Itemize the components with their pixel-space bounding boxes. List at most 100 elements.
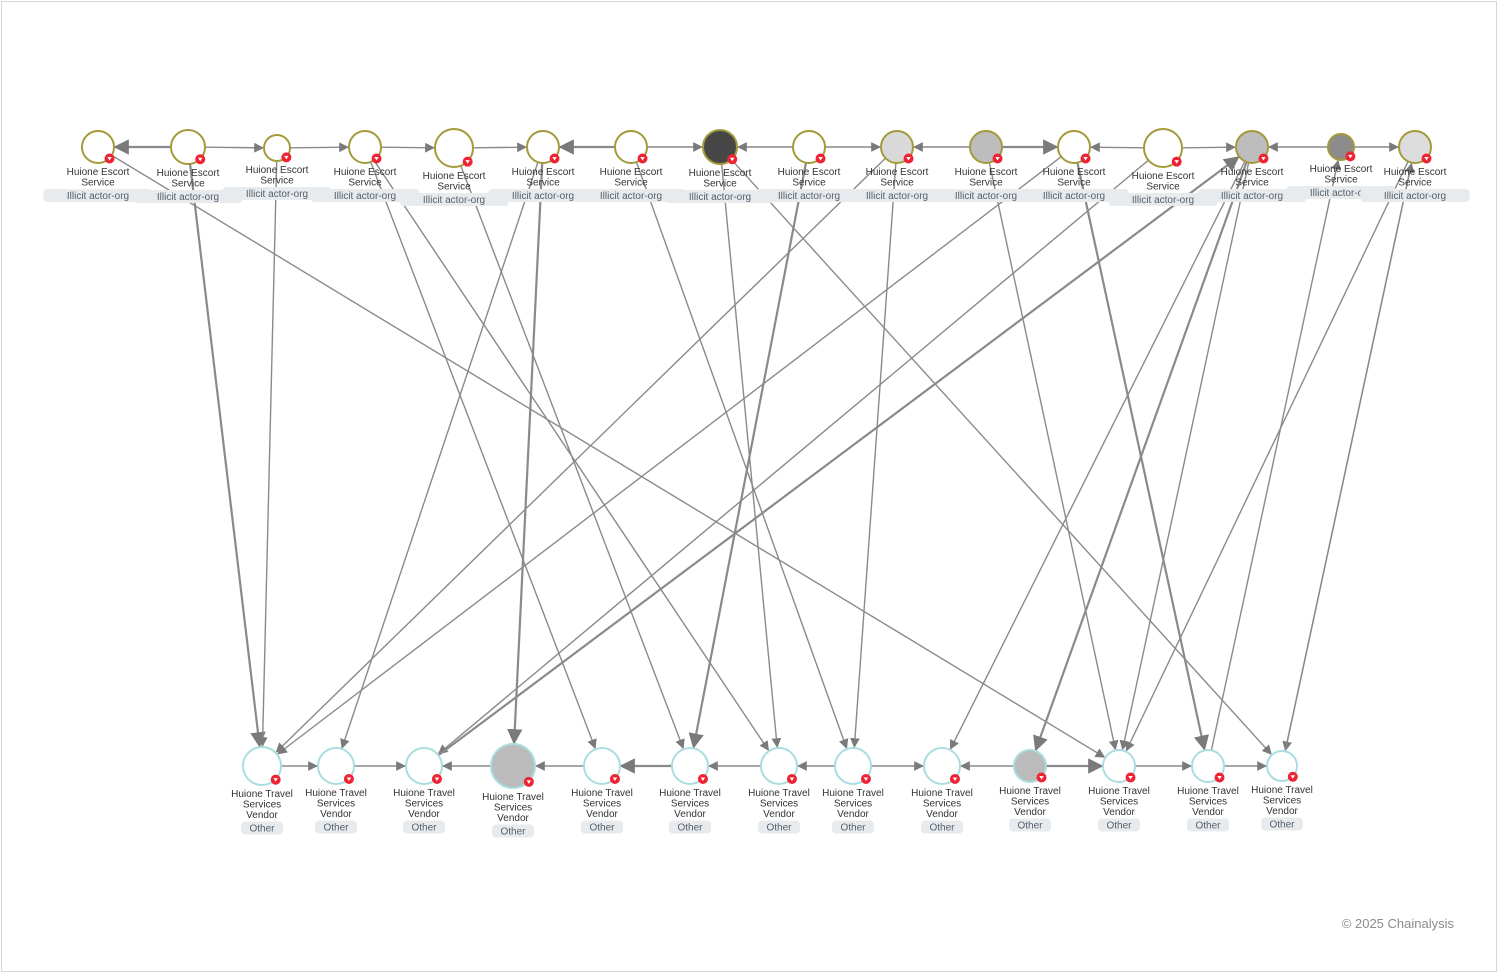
edge-e6-to-v2[interactable]	[340, 161, 539, 749]
escort-name-line: Service	[348, 178, 382, 189]
escort-name-line: Huione Escort	[1384, 167, 1447, 178]
edge-e11-to-v11[interactable]	[988, 162, 1119, 751]
risk-glyph-icon	[700, 777, 706, 781]
category-badge-label: Illicit actor-org	[689, 192, 751, 203]
edge-v12-to-e15[interactable]	[1210, 159, 1341, 751]
edge-e5-to-v6[interactable]	[460, 165, 685, 750]
vendor-node-circle[interactable]	[671, 747, 709, 785]
edge-e2-to-e3[interactable]	[204, 142, 264, 153]
edge-e14-to-v11[interactable]	[1119, 162, 1250, 751]
edge-e5-to-e6[interactable]	[472, 142, 527, 153]
escort-name-line: Huione Escort	[423, 171, 486, 182]
edge-e8-to-v13[interactable]	[730, 159, 1272, 755]
edge-e9-to-v6[interactable]	[688, 162, 808, 749]
vendor-node-circle[interactable]	[317, 747, 355, 785]
category-badge	[1360, 189, 1470, 202]
escort-name-line: Service	[1146, 182, 1180, 193]
category-badge	[1197, 189, 1307, 202]
category-badge-label: Other	[500, 827, 526, 838]
vendor-name-line: Vendor	[674, 809, 706, 820]
edge-e13-to-v3[interactable]	[437, 159, 1149, 755]
edge-e10-to-v1[interactable]	[275, 157, 887, 753]
vendor-name-line: Services	[1189, 797, 1227, 808]
vendor-node-circle[interactable]	[583, 747, 621, 785]
edge-e3-to-e4[interactable]	[289, 142, 349, 153]
edge-e6-to-v4[interactable]	[507, 162, 544, 745]
edge-e1-to-v11[interactable]	[111, 154, 1106, 758]
category-badge-label: Other	[323, 823, 349, 834]
vendor-name-line: Vendor	[320, 809, 352, 820]
risk-glyph-icon	[465, 160, 470, 164]
vendor-node-circle[interactable]	[760, 747, 798, 785]
edge-v13-to-e16[interactable]	[1284, 162, 1415, 752]
edge-e10-to-v8[interactable]	[850, 162, 897, 749]
risk-glyph-icon	[434, 777, 440, 781]
edge-e7-to-v8[interactable]	[635, 161, 849, 750]
risk-glyph-icon	[107, 157, 112, 161]
edge-e12-to-v1[interactable]	[277, 156, 1062, 755]
risk-glyph-icon	[1424, 157, 1429, 161]
category-badge-label: Other	[411, 823, 437, 834]
vendor-node-circle[interactable]	[242, 746, 282, 786]
edge-e14-to-v9[interactable]	[949, 160, 1246, 750]
escort-node-circle[interactable]	[1143, 128, 1183, 168]
vendor-node-circle[interactable]	[923, 747, 961, 785]
edge-e13-to-e12[interactable]	[1090, 142, 1145, 153]
risk-glyph-icon	[1083, 157, 1088, 161]
category-badge	[758, 820, 800, 834]
edge-v3-to-e14[interactable]	[437, 156, 1240, 757]
category-badge-label: Illicit actor-org	[1310, 188, 1372, 199]
category-badge	[403, 820, 445, 834]
vendor-node-circle[interactable]	[490, 743, 536, 789]
category-badge	[488, 189, 598, 202]
vendor-name-line: Vendor	[246, 810, 278, 821]
edge-e16-to-v11[interactable]	[1125, 161, 1409, 752]
edge-e3-to-v1[interactable]	[257, 160, 278, 747]
risk-glyph-icon	[374, 157, 379, 161]
escort-node-circle[interactable]	[170, 129, 206, 165]
vendor-node-circle[interactable]	[405, 747, 443, 785]
edge-e2-to-v1[interactable]	[188, 163, 266, 748]
category-badge-label: Other	[1195, 821, 1221, 832]
vendor-node-circle[interactable]	[834, 747, 872, 785]
edge-e13-to-e14[interactable]	[1181, 142, 1236, 153]
category-badge-label: Illicit actor-org	[1221, 191, 1283, 202]
escort-node-circle[interactable]	[434, 128, 474, 168]
edges-layer	[111, 139, 1415, 774]
escort-node-circle[interactable]	[702, 129, 738, 165]
edge-e4-to-e5[interactable]	[380, 142, 435, 153]
category-badge-label: Other	[249, 824, 275, 835]
edge-e4-to-v5[interactable]	[370, 161, 597, 750]
category-badge-label: Other	[1017, 821, 1043, 832]
